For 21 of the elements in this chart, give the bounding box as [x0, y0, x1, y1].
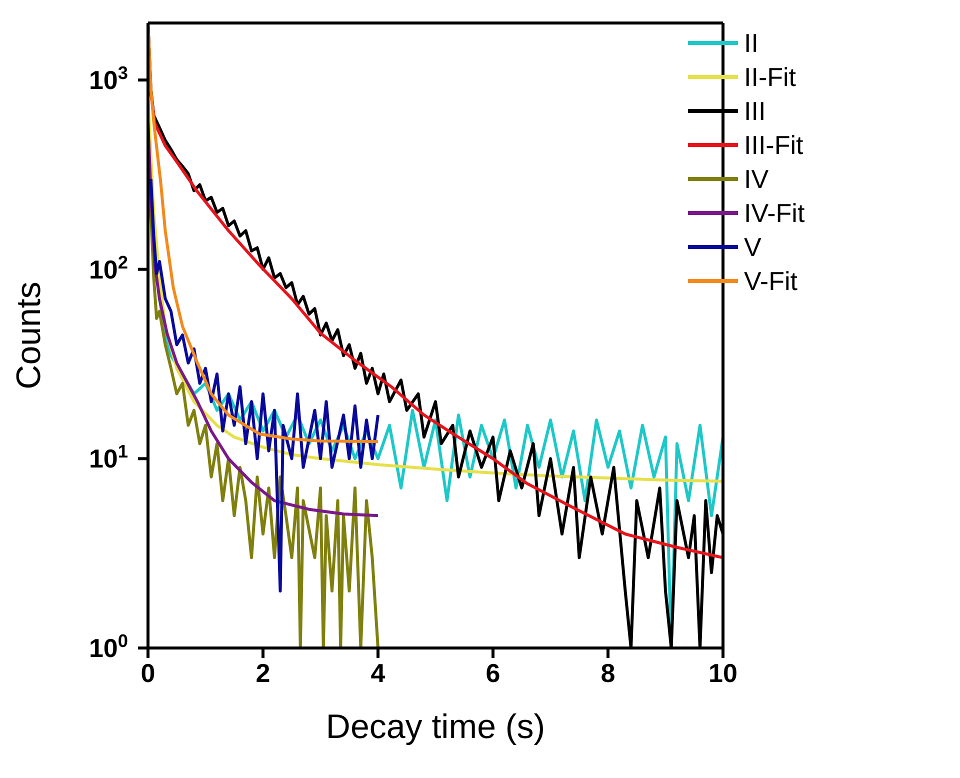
legend-label: II-Fit — [744, 62, 796, 92]
legend-label: III — [744, 96, 766, 126]
legend-label: V — [744, 232, 762, 262]
x-axis-title: Decay time (s) — [326, 708, 546, 746]
y-tick-label: 10$^{3}$ — [88, 62, 128, 95]
legend-label: IV — [744, 164, 769, 194]
y-axis-title: Counts — [10, 282, 48, 390]
x-tick-label: 4 — [370, 658, 386, 688]
x-tick-label: 8 — [600, 658, 616, 688]
x-tick-label: 2 — [256, 658, 270, 688]
y-tick-label: 10$^{2}$ — [88, 252, 128, 284]
x-tick-label: 0 — [140, 658, 156, 688]
legend-label: V-Fit — [744, 266, 798, 296]
x-tick-label: 10 — [708, 658, 738, 688]
line-series — [149, 177, 380, 593]
legend-label: III-Fit — [744, 130, 804, 160]
x-tick-label: 6 — [486, 658, 500, 688]
legend-label: II — [744, 28, 758, 58]
y-tick-label: 10$^{0}$ — [88, 631, 128, 663]
legend-label: IV-Fit — [744, 198, 805, 228]
y-tick-label: 10$^{1}$ — [88, 442, 128, 474]
